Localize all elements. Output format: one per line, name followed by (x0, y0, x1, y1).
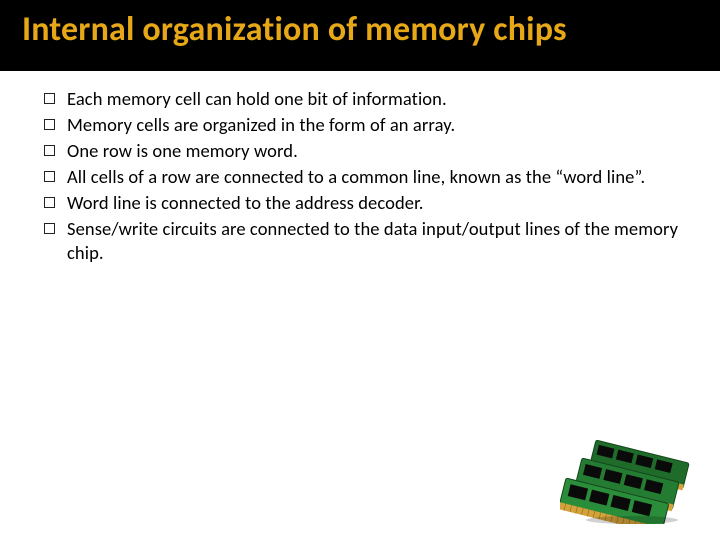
ram-memory-modules-icon (560, 434, 700, 524)
bullet-text: Each memory cell can hold one bit of inf… (67, 87, 447, 111)
bullet-text: Sense/write circuits are connected to th… (67, 217, 690, 265)
list-item: Word line is connected to the address de… (44, 191, 690, 215)
bullet-text: Memory cells are organized in the form o… (67, 113, 455, 137)
list-item: Sense/write circuits are connected to th… (44, 217, 690, 265)
square-bullet-icon (44, 197, 55, 208)
slide-title: Internal organization of memory chips (22, 10, 698, 49)
bullet-list: Each memory cell can hold one bit of inf… (44, 87, 690, 265)
bullet-text: Word line is connected to the address de… (67, 191, 424, 215)
square-bullet-icon (44, 119, 55, 130)
square-bullet-icon (44, 171, 55, 182)
bullet-text: All cells of a row are connected to a co… (67, 165, 645, 189)
list-item: Each memory cell can hold one bit of inf… (44, 87, 690, 111)
list-item: Memory cells are organized in the form o… (44, 113, 690, 137)
square-bullet-icon (44, 93, 55, 104)
square-bullet-icon (44, 223, 55, 234)
list-item: One row is one memory word. (44, 139, 690, 163)
square-bullet-icon (44, 145, 55, 156)
title-bar: Internal organization of memory chips (0, 0, 720, 69)
content-area: Each memory cell can hold one bit of inf… (0, 71, 720, 265)
list-item: All cells of a row are connected to a co… (44, 165, 690, 189)
bullet-text: One row is one memory word. (67, 139, 298, 163)
